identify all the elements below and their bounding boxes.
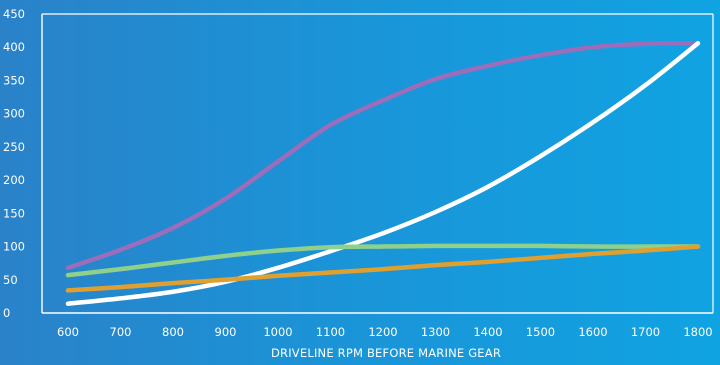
y-tick-label: 300	[3, 107, 25, 121]
x-tick-label: 1500	[526, 325, 555, 339]
x-tick-label: 1700	[631, 325, 660, 339]
x-tick-label: 600	[57, 325, 79, 339]
y-tick-label: 450	[3, 7, 25, 21]
series-lines	[65, 40, 701, 306]
chart-axes	[41, 13, 714, 314]
x-tick-label: 1800	[683, 325, 712, 339]
series-line-orange	[65, 244, 701, 293]
series-line-green	[65, 243, 701, 278]
y-axis-tick-labels: 0 50 100 150 200 250 300 350 400 450	[3, 7, 25, 320]
y-tick-label: 50	[3, 273, 18, 287]
x-tick-label: 1200	[368, 325, 397, 339]
y-tick-label: 200	[3, 173, 25, 187]
y-tick-label: 0	[3, 306, 10, 320]
y-tick-label: 100	[3, 240, 25, 254]
x-tick-label: 1100	[316, 325, 345, 339]
series-line-white	[65, 40, 701, 306]
y-tick-label: 350	[3, 73, 25, 87]
x-tick-label: 1600	[578, 325, 607, 339]
y-tick-label: 250	[3, 140, 25, 154]
x-tick-label: 900	[215, 325, 237, 339]
series-line-purple	[65, 40, 701, 271]
x-tick-label: 800	[162, 325, 184, 339]
x-tick-label: 700	[110, 325, 132, 339]
x-axis-title: DRIVELINE RPM BEFORE MARINE GEAR	[271, 346, 501, 360]
x-tick-label: 1000	[263, 325, 292, 339]
y-tick-label: 400	[3, 40, 25, 54]
y-tick-label: 150	[3, 206, 25, 220]
x-axis-tick-labels: 600 700 800 900 1000 1100 1200 1300 1400 1500 1600…	[57, 325, 713, 339]
x-tick-label: 1400	[473, 325, 502, 339]
x-tick-label: 1300	[421, 325, 450, 339]
